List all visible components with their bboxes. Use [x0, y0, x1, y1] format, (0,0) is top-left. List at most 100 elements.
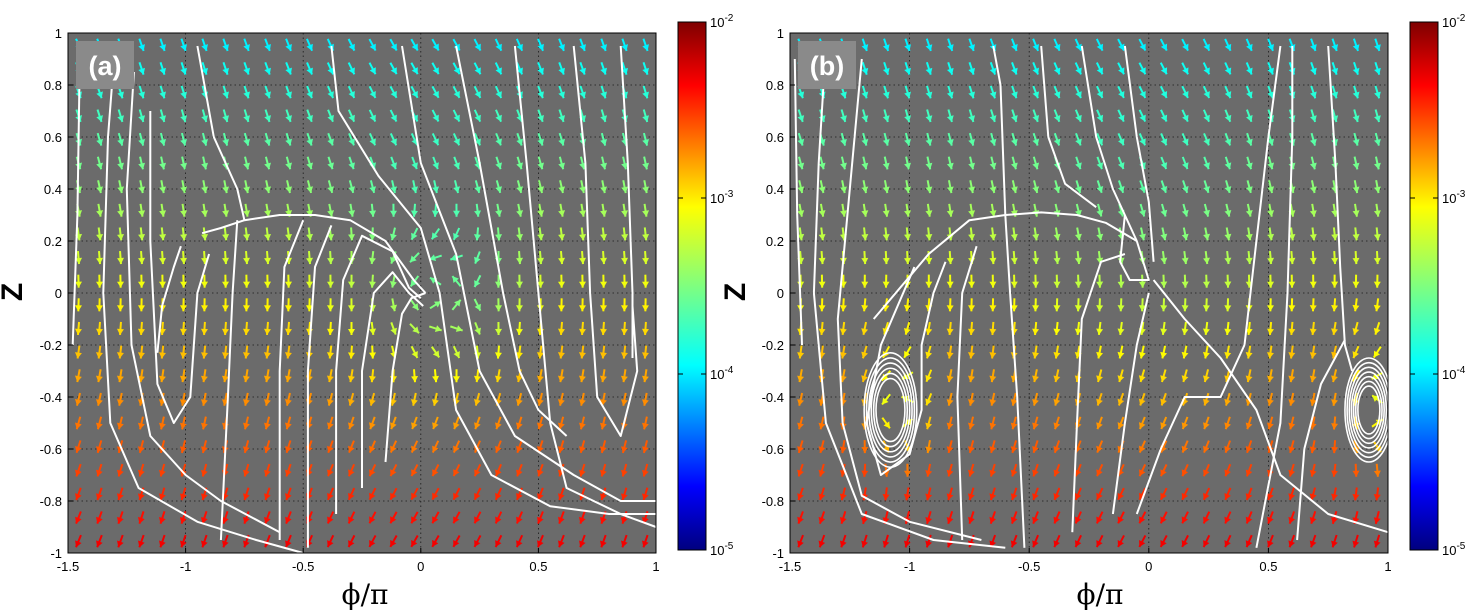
quiver-arrow: [306, 227, 314, 241]
colorbar-tick-label: 10-5: [1442, 541, 1466, 558]
y-tick-label: 0.6: [44, 130, 62, 145]
quiver-arrow: [947, 38, 954, 52]
panel-a: -1.5 -1 -0.5 0 0.5 1-1-0.8-0.6-0.4-0.200.20.4…: [0, 13, 734, 611]
quiver-arrow: [621, 487, 628, 501]
quiver-arrow: [1032, 369, 1039, 383]
quiver-arrow: [410, 62, 419, 75]
quiver-arrow: [1352, 345, 1360, 359]
quiver-arrow: [368, 463, 377, 477]
quiver-arrow: [537, 511, 544, 524]
quiver-arrow: [327, 109, 334, 123]
quiver-arrow: [1352, 298, 1360, 312]
quiver-arrow: [516, 416, 523, 430]
quiver-arrow: [1096, 274, 1104, 288]
quiver-arrow: [620, 298, 628, 312]
quiver-arrow: [1074, 109, 1082, 123]
quiver-arrow: [1181, 38, 1189, 52]
quiver-arrow: [1373, 227, 1381, 241]
streamline: [513, 45, 657, 528]
quiver-arrow: [306, 109, 313, 123]
quiver-arrow: [473, 62, 482, 75]
quiver-arrow: [1160, 250, 1168, 265]
quiver-arrow: [861, 85, 869, 99]
quiver-arrow: [1010, 487, 1018, 501]
quiver-arrow: [600, 487, 607, 501]
quiver-arrow: [1074, 38, 1082, 52]
quiver-arrow: [1181, 440, 1189, 454]
quiver-arrow: [159, 85, 166, 99]
quiver-arrow: [410, 203, 418, 217]
quiver-arrow: [138, 132, 146, 146]
quiver-arrow: [243, 61, 250, 75]
closed-orbit: [1350, 371, 1388, 449]
quiver-arrow: [1203, 180, 1210, 194]
quiver-arrow: [1267, 156, 1275, 170]
quiver-arrow: [1032, 321, 1040, 336]
y-tick-label: -0.8: [762, 494, 784, 509]
colorbar-tick-label: 10-4: [1442, 365, 1466, 382]
quiver-arrow: [1160, 463, 1168, 477]
y-axis-label: Z: [719, 283, 752, 301]
quiver-arrow: [797, 487, 804, 501]
quiver-arrow: [96, 511, 103, 524]
quiver-arrow: [116, 345, 124, 359]
quiver-arrow: [1224, 85, 1232, 99]
quiver-arrow: [515, 392, 523, 406]
quiver-arrow: [925, 369, 933, 383]
quiver-arrow: [1096, 416, 1103, 430]
quiver-arrow: [925, 321, 933, 336]
quiver-arrow: [200, 298, 208, 312]
quiver-arrow: [474, 203, 482, 217]
quiver-arrow: [642, 180, 650, 194]
quiver-arrow: [242, 440, 250, 454]
quiver-arrow: [1202, 463, 1210, 477]
quiver-arrow: [579, 61, 586, 75]
quiver-arrow: [1160, 345, 1168, 359]
quiver-arrow: [904, 132, 911, 146]
quiver-arrow: [1096, 85, 1104, 99]
quiver-arrow: [473, 38, 482, 52]
quiver-arrow: [989, 61, 997, 75]
quiver-arrow: [904, 203, 911, 217]
quiver-arrow: [578, 345, 586, 359]
quiver-arrow: [1203, 227, 1210, 241]
quiver-arrow: [968, 463, 975, 477]
quiver-arrow: [201, 109, 209, 123]
quiver-arrow: [1160, 274, 1168, 288]
streamline: [401, 45, 656, 502]
quiver-arrow: [1331, 463, 1339, 477]
quiver-arrow: [599, 416, 607, 430]
streamline: [572, 45, 639, 437]
quiver-arrow: [537, 463, 544, 477]
quiver-arrow: [1181, 298, 1189, 312]
quiver-arrow: [537, 156, 545, 170]
quiver-arrow: [264, 85, 271, 99]
quiver-arrow: [882, 132, 890, 146]
quiver-arrow: [600, 61, 607, 75]
x-tick-label: 0.5: [1259, 559, 1277, 574]
quiver-arrow: [578, 392, 586, 406]
quiver-arrow: [390, 180, 398, 194]
quiver-arrow: [1267, 227, 1275, 241]
quiver-arrow: [347, 369, 355, 383]
quiver-arrow: [600, 38, 607, 52]
quiver-arrow: [1181, 345, 1189, 359]
quiver-arrow: [74, 321, 82, 336]
quiver-arrow: [453, 203, 461, 217]
quiver-arrow: [1288, 369, 1296, 383]
quiver-arrow: [1095, 534, 1104, 548]
quiver-arrow: [200, 463, 208, 477]
quiver-arrow: [180, 227, 188, 241]
quiver-arrow: [968, 227, 976, 241]
x-tick-label: -0.5: [292, 559, 314, 574]
quiver-arrow: [989, 227, 997, 241]
quiver-arrow: [1202, 62, 1211, 75]
quiver-arrow: [1053, 392, 1061, 406]
quiver-arrow: [968, 416, 975, 430]
quiver-arrow: [411, 416, 418, 430]
quiver-arrow: [1288, 392, 1296, 406]
quiver-arrow: [621, 156, 629, 170]
quiver-arrow: [1117, 345, 1125, 359]
quiver-arrow: [389, 133, 398, 146]
quiver-arrow: [1267, 534, 1274, 548]
